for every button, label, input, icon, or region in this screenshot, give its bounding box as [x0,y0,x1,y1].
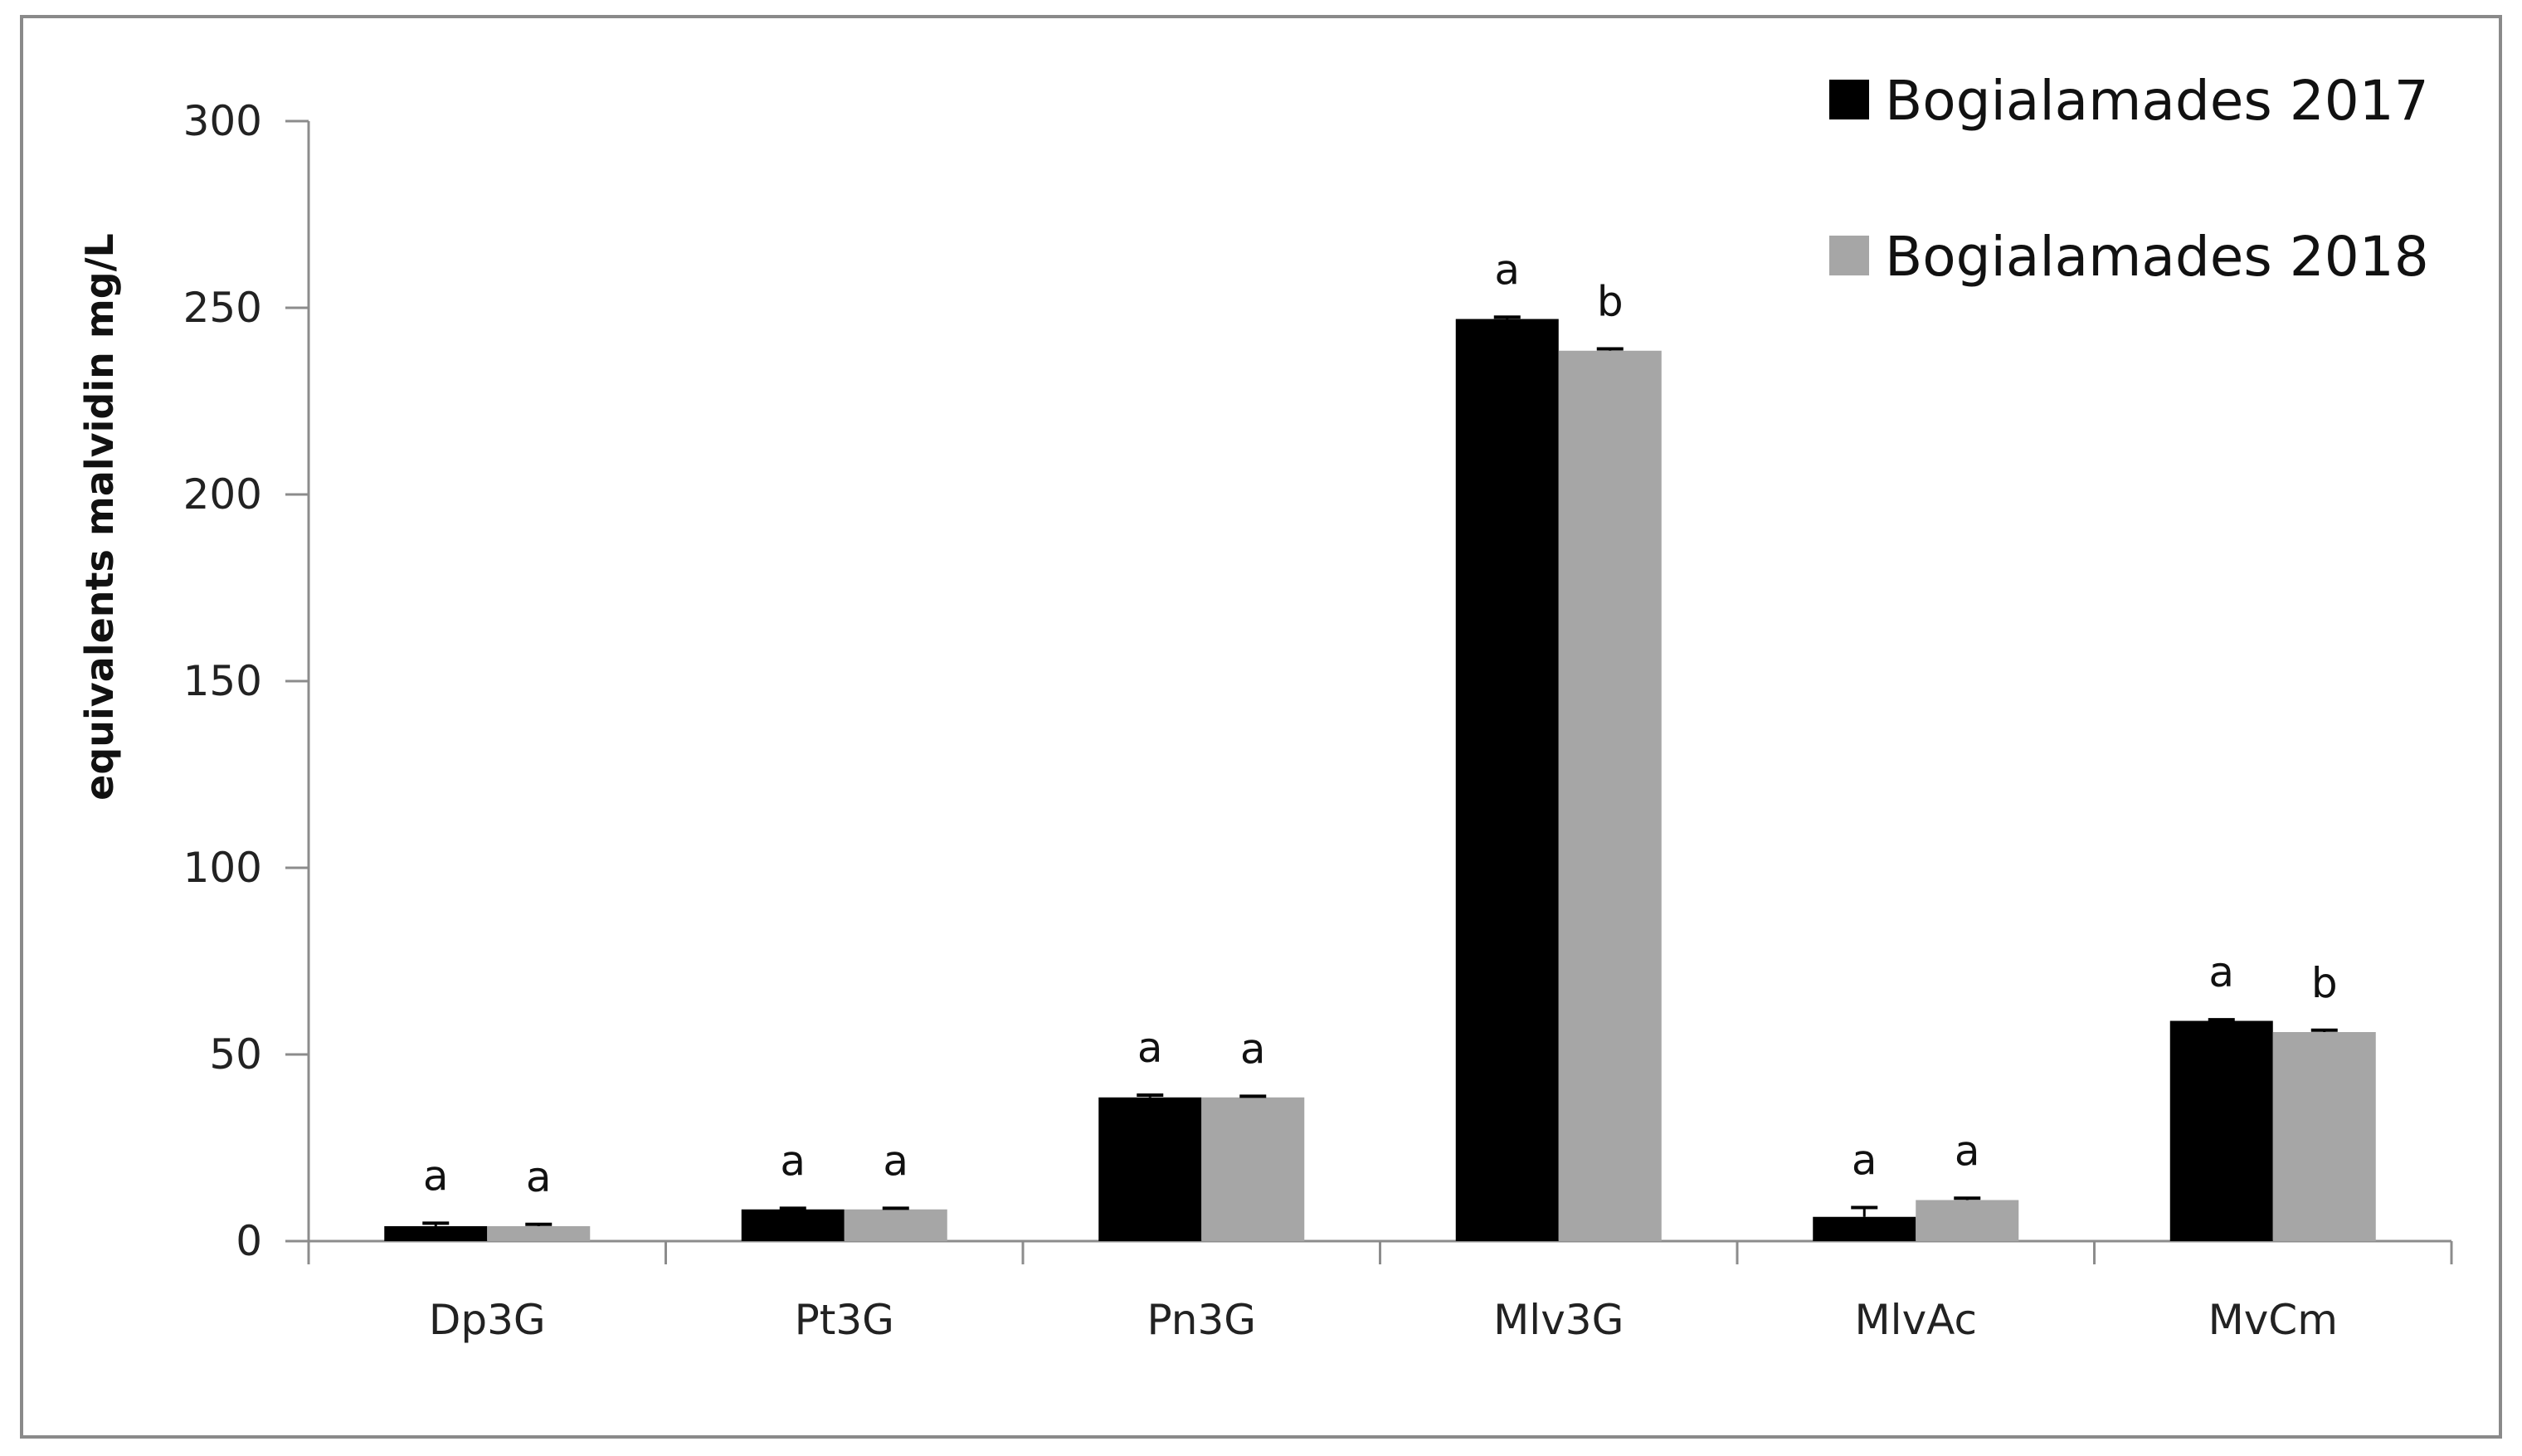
x-tick-label: Mlv3G [1493,1296,1624,1344]
significance-label: a [780,1137,806,1185]
legend: Bogialamades 2017 Bogialamades 2018 [1829,69,2429,289]
significance-label: b [1597,278,1624,326]
legend-label: Bogialamades 2018 [1885,225,2429,289]
significance-label: a [526,1153,552,1201]
bar [1455,319,1559,1241]
legend-swatch [1829,80,1869,119]
bar [1916,1200,2019,1241]
bar [1558,350,1662,1241]
bar [2169,1020,2273,1241]
y-tick-label: 100 [183,844,262,892]
significance-label: a [1240,1025,1266,1073]
bar [741,1209,845,1241]
bar [487,1226,591,1241]
axes: 0 50 100 150 200 250 300 [183,97,2453,1265]
significance-label: a [883,1137,908,1185]
significance-label: a [1137,1024,1163,1072]
bar [384,1226,488,1241]
y-tick-label: 0 [236,1217,262,1265]
bar [1813,1216,1916,1241]
x-tick-label: MlvAc [1855,1296,1977,1344]
significance-label: a [1955,1127,1980,1175]
y-tick-label: 150 [183,657,262,705]
bar [2272,1032,2376,1241]
y-axis-label: equivalents malvidin mg/L [77,233,122,801]
x-tick-label: Pt3G [795,1296,894,1344]
y-tick-label: 50 [209,1030,262,1079]
y-tick-label: 200 [183,470,262,519]
significance-label: a [1852,1137,1877,1185]
bar [1098,1097,1202,1241]
bar [1201,1097,1305,1241]
y-tick-label: 300 [183,97,262,145]
x-tick-label: Pn3G [1147,1296,1256,1344]
x-tick-label: Dp3G [429,1296,546,1344]
bars [384,315,2376,1241]
y-tick-label: 250 [183,284,262,332]
x-tick-label: MvCm [2208,1296,2338,1344]
significance-label: a [1494,246,1520,294]
significance-label: a [423,1152,449,1200]
significance-label: b [2311,959,2338,1007]
labels: Dp3G a a Pt3G a a Pn3G a a Mlv3G a b MlvAc a a MvCm a b [423,246,2338,1344]
legend-swatch [1829,236,1869,275]
significance-label: a [2208,948,2234,996]
legend-label: Bogialamades 2017 [1885,69,2429,133]
bar [844,1209,947,1241]
